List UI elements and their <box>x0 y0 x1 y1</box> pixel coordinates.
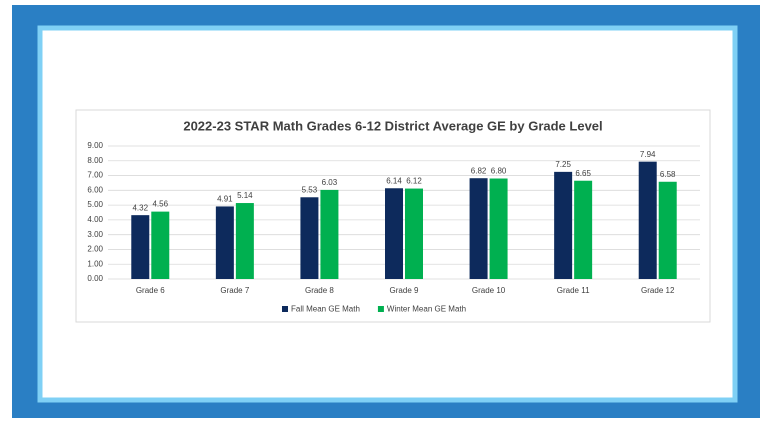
chart-title: 2022-23 STAR Math Grades 6-12 District A… <box>183 118 602 133</box>
bar <box>469 178 488 279</box>
value-label: 4.32 <box>132 203 148 212</box>
y-tick-label: 1.00 <box>87 259 103 268</box>
value-label: 6.80 <box>491 167 507 176</box>
value-label: 5.14 <box>237 191 253 200</box>
bar <box>405 188 423 279</box>
bar <box>554 171 573 279</box>
legend-swatch <box>377 306 384 312</box>
value-label: 6.82 <box>471 166 487 175</box>
x-tick-label: Grade 8 <box>305 286 334 295</box>
y-tick-label: 3.00 <box>87 230 103 239</box>
value-label: 6.58 <box>660 170 676 179</box>
bar <box>385 188 403 279</box>
bar <box>320 189 339 279</box>
bar <box>300 197 319 279</box>
bar <box>638 161 657 279</box>
bar <box>489 178 508 279</box>
value-label: 5.53 <box>302 185 318 194</box>
legend-swatch <box>282 306 288 312</box>
value-label: 6.12 <box>406 177 422 186</box>
bar <box>151 211 170 279</box>
bar <box>574 180 593 279</box>
y-tick-label: 5.00 <box>87 200 103 209</box>
y-tick-label: 7.00 <box>87 171 103 180</box>
y-tick-label: 6.00 <box>87 185 103 194</box>
value-label: 6.03 <box>322 178 338 187</box>
x-tick-label: Grade 7 <box>220 286 249 295</box>
bar <box>658 181 677 279</box>
value-label: 6.65 <box>575 169 591 178</box>
bar <box>235 203 254 279</box>
y-tick-label: 9.00 <box>87 141 103 150</box>
x-tick-label: Grade 11 <box>557 286 590 295</box>
x-tick-label: Grade 10 <box>472 286 506 295</box>
value-label: 7.25 <box>555 160 571 169</box>
legend-label: Fall Mean GE Math <box>291 305 360 314</box>
value-label: 7.94 <box>640 150 656 159</box>
value-label: 6.14 <box>386 176 402 185</box>
x-tick-label: Grade 9 <box>390 286 419 295</box>
value-label: 4.56 <box>152 200 168 209</box>
y-tick-label: 8.00 <box>87 156 103 165</box>
legend-label: Winter Mean GE Math <box>387 305 466 314</box>
x-tick-label: Grade 6 <box>136 286 165 295</box>
x-tick-label: Grade 12 <box>641 286 675 295</box>
bar <box>215 206 234 279</box>
y-tick-label: 0.00 <box>87 274 103 283</box>
y-tick-label: 4.00 <box>87 215 103 224</box>
bar <box>131 215 150 279</box>
y-tick-label: 2.00 <box>87 245 103 254</box>
value-label: 4.91 <box>217 195 233 204</box>
